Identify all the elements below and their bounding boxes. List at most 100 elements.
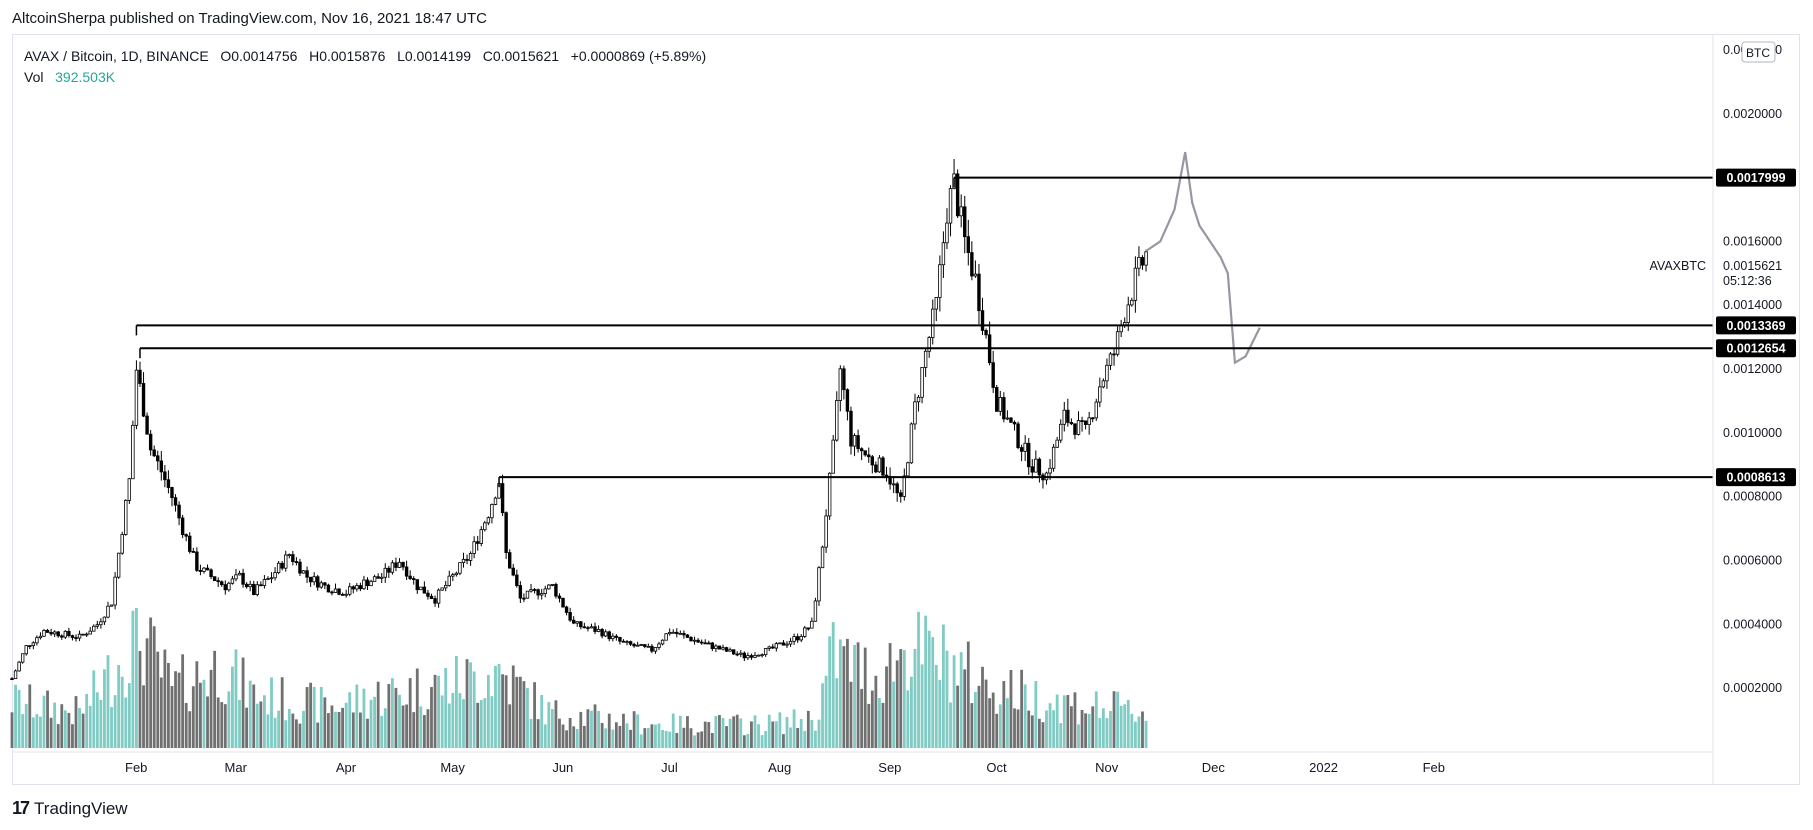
volume-bar <box>355 684 359 748</box>
volume-bar <box>369 699 373 748</box>
volume-bar <box>362 688 366 748</box>
candle-body <box>184 534 188 537</box>
candle-body <box>500 483 505 514</box>
candle-body <box>1108 353 1113 366</box>
candle-body <box>408 575 412 579</box>
volume-bar <box>1126 699 1130 748</box>
candle-body <box>532 589 537 591</box>
candle-body <box>980 310 985 331</box>
candle-body <box>344 593 348 596</box>
candle-body <box>749 655 754 658</box>
candle-body <box>394 562 398 568</box>
candle-body <box>276 562 281 573</box>
volume-bar <box>21 714 25 748</box>
candle-body <box>95 624 100 627</box>
candle-body <box>735 653 739 656</box>
candle-body <box>671 631 675 634</box>
candle-body <box>56 631 60 637</box>
candle-body <box>564 606 569 613</box>
candle-body <box>305 570 309 578</box>
volume-bar <box>835 678 839 748</box>
volume-bar <box>995 713 999 748</box>
volume-bar <box>526 688 529 748</box>
candle-body <box>504 512 508 553</box>
time-tick-label: May <box>440 760 465 775</box>
vol-label[interactable]: Vol <box>24 69 44 85</box>
symbol-label[interactable]: AVAX / Bitcoin, 1D, BINANCE <box>24 48 209 64</box>
candle-body <box>454 572 459 576</box>
footer-brand[interactable]: 17 TradingView <box>12 798 128 819</box>
volume-bar <box>1037 718 1041 748</box>
volume-bar <box>206 696 209 748</box>
volume-bar <box>874 675 878 748</box>
volume-bar <box>430 687 433 748</box>
volume-bar <box>145 638 149 748</box>
volume-bar <box>899 649 903 748</box>
candle-body <box>685 634 690 638</box>
price-tick-label: 0.0006000 <box>1723 554 1782 568</box>
volume-bar <box>163 649 167 748</box>
candle-body <box>1066 409 1070 423</box>
volume-bar <box>696 732 700 748</box>
candle-body <box>212 576 217 582</box>
volume-bar <box>497 663 501 748</box>
price-scale[interactable]: 0.00220000.00200000.00160000.00140000.00… <box>1723 43 1782 695</box>
volume-bar <box>742 735 746 748</box>
candle-body <box>628 641 633 645</box>
volume-bar <box>142 685 145 748</box>
time-scale[interactable]: Feb Mar Apr May Jun Jul Aug Sep Oct Nov Dec 2022 Feb <box>125 760 1445 775</box>
candle-body <box>593 626 597 632</box>
time-tick-label: Jun <box>552 760 573 775</box>
volume-bar <box>245 707 249 748</box>
volume-bar <box>127 683 131 748</box>
volume-bar <box>337 712 341 748</box>
volume-bar <box>686 716 689 748</box>
candle-body <box>180 517 185 536</box>
volume-bar <box>1119 705 1123 748</box>
volume-bar <box>661 729 664 748</box>
candle-body <box>195 551 199 571</box>
candle-body <box>319 582 323 588</box>
candle-body <box>84 633 89 636</box>
volume-bar <box>963 669 967 748</box>
candle-body <box>45 629 50 633</box>
candle-body <box>614 635 619 638</box>
candle-body <box>42 629 46 637</box>
volume-bar <box>85 693 89 748</box>
candle-body <box>646 645 651 648</box>
candle-body <box>891 483 896 486</box>
candle-body <box>539 593 544 596</box>
volume-bar <box>1052 710 1056 748</box>
volume-bar <box>330 705 334 748</box>
time-tick-label: Mar <box>225 760 248 775</box>
candle-body <box>771 646 775 649</box>
volume-bar <box>824 675 828 748</box>
candle-body <box>13 670 18 680</box>
candle-body <box>582 626 587 629</box>
candle-body <box>600 629 604 637</box>
tradingview-logo-icon: 17 <box>12 798 30 818</box>
volume-bar <box>501 674 504 748</box>
candle-body <box>28 645 32 648</box>
volume-bar <box>167 662 170 748</box>
volume-bar <box>135 608 138 748</box>
currency-badge[interactable]: BTC <box>1741 41 1776 63</box>
candle-body <box>38 635 43 639</box>
candle-body <box>554 583 558 597</box>
volume-bar <box>508 704 512 748</box>
candle-body <box>444 584 448 589</box>
candle-body <box>689 637 693 642</box>
candle-body <box>436 589 441 604</box>
candle-body <box>618 637 622 642</box>
volume-bar <box>312 686 316 748</box>
volume-bar <box>732 716 736 748</box>
candle-body <box>1062 409 1066 425</box>
volume-bar <box>892 681 896 748</box>
currency-badge-label: BTC <box>1746 46 1770 60</box>
volume-bar <box>1006 698 1009 748</box>
volume-bar <box>821 683 824 748</box>
volume-bar <box>199 682 202 748</box>
volume-bar <box>956 685 960 748</box>
volume-bar <box>24 703 28 748</box>
